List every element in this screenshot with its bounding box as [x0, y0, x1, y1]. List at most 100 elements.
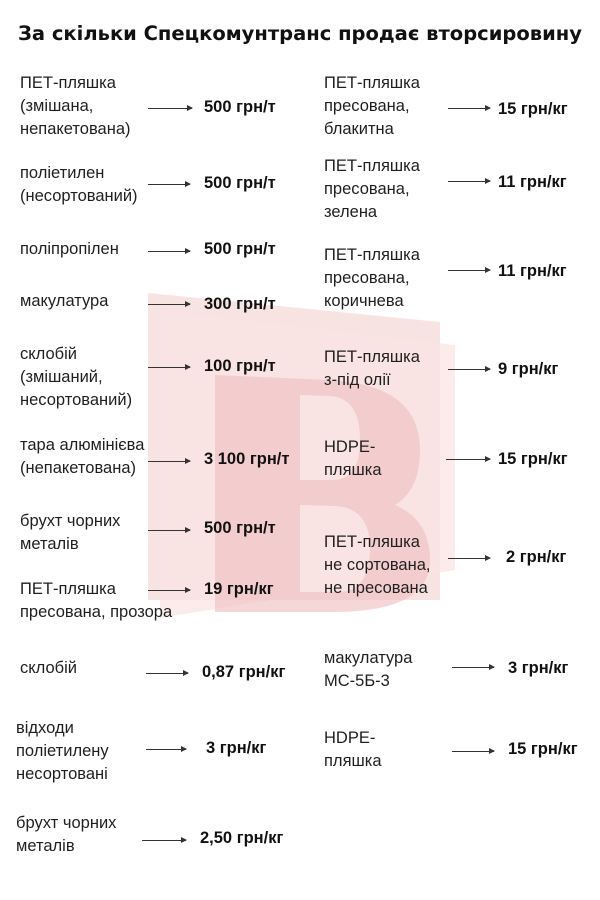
price-value: 11 грн/кг	[498, 262, 567, 280]
arrow-right-icon	[448, 267, 491, 273]
arrow-right-icon	[148, 248, 191, 254]
material-label-line: поліетилену	[16, 742, 109, 760]
material-label-line: (несортований)	[20, 187, 138, 205]
page-title: За скільки Спецкомунтранс продає вторсир…	[18, 22, 582, 45]
arrow-right-icon	[452, 664, 495, 670]
price-value: 500 грн/т	[204, 519, 276, 537]
material-label-line: не пресована	[324, 579, 428, 597]
price-value: 11 грн/кг	[498, 173, 567, 191]
material-label-line: пляшка	[324, 461, 382, 479]
material-label-line: з-під олії	[324, 371, 391, 389]
arrow-right-icon	[142, 837, 187, 843]
material-label: поліетилен (несортований)	[20, 162, 138, 208]
arrow-right-icon	[448, 366, 491, 372]
material-label-line: ПЕТ-пляшка	[324, 157, 420, 175]
arrow-right-icon	[146, 670, 189, 676]
price-value: 0,87 грн/кг	[202, 663, 286, 681]
material-label-line: металів	[20, 535, 79, 553]
price-value: 3 грн/кг	[508, 659, 569, 677]
price-value: 15 грн/кг	[498, 450, 568, 468]
material-label-line: HDPE-	[324, 438, 376, 456]
price-value: 3 грн/кг	[206, 739, 267, 757]
material-label-line: поліетилен	[20, 164, 105, 182]
material-label-line: ПЕТ-пляшка	[324, 246, 420, 264]
material-label: ПЕТ-пляшка з-під олії	[324, 346, 420, 392]
price-value: 100 грн/т	[204, 357, 276, 375]
material-label-line: макулатура	[20, 292, 109, 310]
arrow-right-icon	[148, 181, 191, 187]
arrow-right-icon	[146, 746, 187, 752]
material-label-line: пресована,	[324, 269, 410, 287]
material-label: брухт чорних металів	[16, 812, 116, 858]
material-label-line: тара алюмінієва	[20, 436, 145, 454]
material-label-line: ПЕТ-пляшка	[324, 74, 420, 92]
material-label-line: ПЕТ-пляшка	[20, 74, 116, 92]
price-value: 19 грн/кг	[204, 580, 274, 598]
material-label-line: пресована, прозора	[20, 603, 173, 621]
arrow-right-icon	[148, 587, 191, 593]
material-label: відходи поліетилену несортовані	[16, 717, 109, 786]
material-label-line: несортований)	[20, 391, 133, 409]
material-label-line: МС-5Б-3	[324, 672, 390, 690]
material-label: склобій (змішаний, несортований)	[20, 343, 132, 412]
arrow-right-icon	[148, 301, 191, 307]
material-label-line: брухт чорних	[20, 512, 121, 530]
material-label: ПЕТ-пляшка пресована, зелена	[324, 155, 420, 224]
material-label: брухт чорних металів	[20, 510, 120, 556]
material-label-line: пляшка	[324, 752, 382, 770]
material-label-line: пресована,	[324, 180, 410, 198]
price-value: 2 грн/кг	[506, 548, 567, 566]
material-label-line: металів	[16, 837, 75, 855]
material-label-line: (змішана,	[20, 97, 94, 115]
material-label: ПЕТ-пляшка (змішана, непакетована)	[20, 72, 131, 141]
material-label: HDPE-пляшка	[324, 727, 382, 773]
material-label: макулатура МС-5Б-3	[324, 647, 412, 693]
material-label: ПЕТ-пляшка не сортована, не пресована	[324, 531, 430, 600]
material-label-line: блакитна	[324, 120, 394, 138]
material-label-line: HDPE-	[324, 729, 376, 747]
price-value: 2,50 грн/кг	[200, 829, 284, 847]
material-label-line: склобій	[20, 659, 77, 677]
arrow-right-icon	[148, 105, 193, 111]
price-value: 500 грн/т	[204, 98, 276, 116]
material-label: ПЕТ-пляшка пресована, коричнева	[324, 244, 420, 313]
price-value: 15 грн/кг	[498, 100, 568, 118]
material-label-line: поліпропілен	[20, 240, 119, 258]
arrow-right-icon	[448, 105, 491, 111]
arrow-right-icon	[148, 527, 191, 533]
material-label: ПЕТ-пляшка пресована, блакитна	[324, 72, 420, 141]
price-value: 500 грн/т	[204, 174, 276, 192]
price-value: 15 грн/кг	[508, 740, 578, 758]
material-label: ПЕТ-пляшка пресована, прозора	[20, 578, 172, 624]
material-label-line: відходи	[16, 719, 74, 737]
material-label-line: не сортована,	[324, 556, 431, 574]
material-label: HDPE-пляшка	[324, 436, 382, 482]
material-label-line: брухт чорних	[16, 814, 117, 832]
arrow-right-icon	[452, 748, 495, 754]
material-label-line: зелена	[324, 203, 378, 221]
material-label-line: коричнева	[324, 292, 404, 310]
material-label-line: несортовані	[16, 765, 108, 783]
arrow-right-icon	[148, 364, 191, 370]
material-label-line: макулатура	[324, 649, 413, 667]
material-label-line: (непакетована)	[20, 459, 137, 477]
material-label-line: ПЕТ-пляшка	[324, 533, 420, 551]
price-value: 9 грн/кг	[498, 360, 559, 378]
material-label: склобій	[20, 657, 77, 680]
material-label-line: пресована,	[324, 97, 410, 115]
price-value: 500 грн/т	[204, 240, 276, 258]
arrow-right-icon	[448, 178, 491, 184]
material-label-line: склобій	[20, 345, 77, 363]
material-label: поліпропілен	[20, 238, 119, 261]
arrow-right-icon	[448, 555, 491, 561]
material-label-line: (змішаний,	[20, 368, 103, 386]
arrow-right-icon	[148, 458, 191, 464]
material-label-line: ПЕТ-пляшка	[20, 580, 116, 598]
arrow-right-icon	[446, 456, 491, 462]
material-label-line: ПЕТ-пляшка	[324, 348, 420, 366]
price-value: 300 грн/т	[204, 295, 276, 313]
material-label: макулатура	[20, 290, 108, 313]
material-label: тара алюмінієва (непакетована)	[20, 434, 144, 480]
material-label-line: непакетована)	[20, 120, 131, 138]
